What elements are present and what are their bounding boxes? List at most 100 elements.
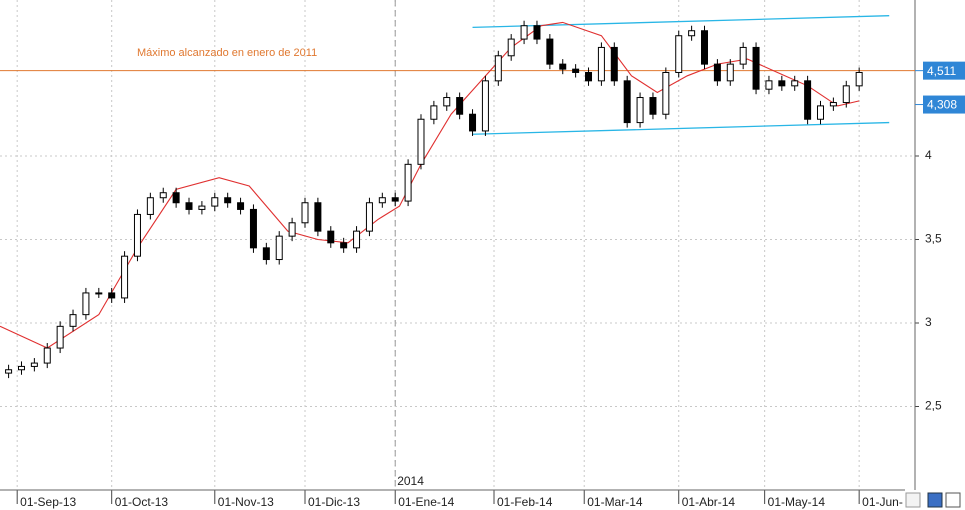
x-tick-label: 01-Jun- <box>862 495 903 509</box>
candle-body <box>314 202 322 232</box>
window-icon[interactable] <box>945 492 961 508</box>
candle-body <box>507 38 515 57</box>
channel-line <box>472 121 890 135</box>
candle <box>108 287 116 303</box>
candle-body <box>159 192 167 199</box>
candle <box>572 64 580 78</box>
candle-body <box>649 97 657 115</box>
candle <box>507 34 515 61</box>
candle-body <box>701 30 709 65</box>
candle-body <box>146 197 154 215</box>
candle <box>829 97 837 111</box>
candle <box>443 92 451 111</box>
candle-body <box>198 205 206 210</box>
candle-body <box>95 292 103 295</box>
save-icon[interactable] <box>927 492 943 508</box>
candle <box>494 50 502 86</box>
candle <box>69 309 77 332</box>
candle <box>623 75 631 128</box>
candle <box>301 197 309 228</box>
candle <box>481 75 489 136</box>
x-tick-label: 01-Ene-14 <box>398 495 454 509</box>
candle <box>816 100 824 125</box>
x-tick-label: 01-Dic-13 <box>308 495 360 509</box>
candle-body <box>546 38 554 65</box>
candle-body <box>353 230 361 249</box>
candle-body <box>713 63 721 82</box>
candle <box>314 197 322 237</box>
candle <box>585 67 593 86</box>
candle-body <box>211 197 219 207</box>
candle <box>855 67 863 91</box>
candle-body <box>5 369 13 374</box>
price-label: 4,511 <box>927 64 956 78</box>
candle-body <box>301 202 309 224</box>
candle <box>752 42 760 95</box>
candle <box>765 75 773 95</box>
annotation: Máximo alcanzado en enero de 2011 <box>137 47 317 59</box>
candle-body <box>855 71 863 87</box>
candle-body <box>417 118 425 165</box>
candle-body <box>559 63 567 70</box>
candle-body <box>636 97 644 124</box>
candle <box>533 20 541 45</box>
candle-body <box>688 30 696 37</box>
candle <box>5 364 13 379</box>
candle-body <box>469 113 477 132</box>
candle <box>56 321 64 354</box>
candle <box>262 242 270 265</box>
candle <box>778 75 786 91</box>
candle <box>30 358 38 372</box>
candle <box>559 59 567 75</box>
price-label-box <box>923 61 965 80</box>
candle <box>726 59 734 86</box>
y-tick-label: 3 <box>925 315 932 329</box>
candle-body <box>623 80 631 124</box>
candle <box>739 42 747 70</box>
candle <box>804 75 812 125</box>
candle <box>353 226 361 253</box>
candle-body <box>121 255 129 299</box>
candle <box>185 197 193 215</box>
x-tick-label: 01-Abr-14 <box>682 495 736 509</box>
candle-body <box>275 235 283 261</box>
candle <box>327 226 335 248</box>
candle-body <box>842 85 850 104</box>
x-tick-label: 01-Feb-14 <box>497 495 553 509</box>
candle-body <box>30 362 38 367</box>
tool-icon[interactable] <box>905 492 921 508</box>
candle-body <box>597 46 605 82</box>
candle-body <box>804 80 812 120</box>
candle <box>133 209 141 262</box>
candle <box>636 92 644 128</box>
candle <box>610 42 618 86</box>
candle-body <box>662 71 670 115</box>
candle <box>597 42 605 86</box>
candle-body <box>56 325 64 349</box>
x-tick-label: 01-Oct-13 <box>115 495 169 509</box>
candle-body <box>456 97 464 115</box>
candle <box>713 59 721 86</box>
candle <box>456 92 464 120</box>
candle-body <box>43 347 51 364</box>
candle <box>688 25 696 41</box>
candle-body <box>404 163 412 202</box>
price-label-box <box>923 95 965 114</box>
candle-body <box>752 46 760 90</box>
toolbar[interactable] <box>905 492 961 508</box>
candle-body <box>224 197 232 204</box>
x-tick-label: 01-Nov-13 <box>218 495 274 509</box>
candle-body <box>778 80 786 87</box>
candle <box>95 287 103 298</box>
candle-body <box>829 102 837 107</box>
y-tick-label: 2,5 <box>925 399 942 413</box>
candle <box>378 192 386 208</box>
candle-body <box>82 292 90 316</box>
candle <box>791 75 799 91</box>
candle <box>842 80 850 108</box>
candle-body <box>391 197 399 202</box>
candle <box>701 25 709 70</box>
candle <box>43 343 51 369</box>
